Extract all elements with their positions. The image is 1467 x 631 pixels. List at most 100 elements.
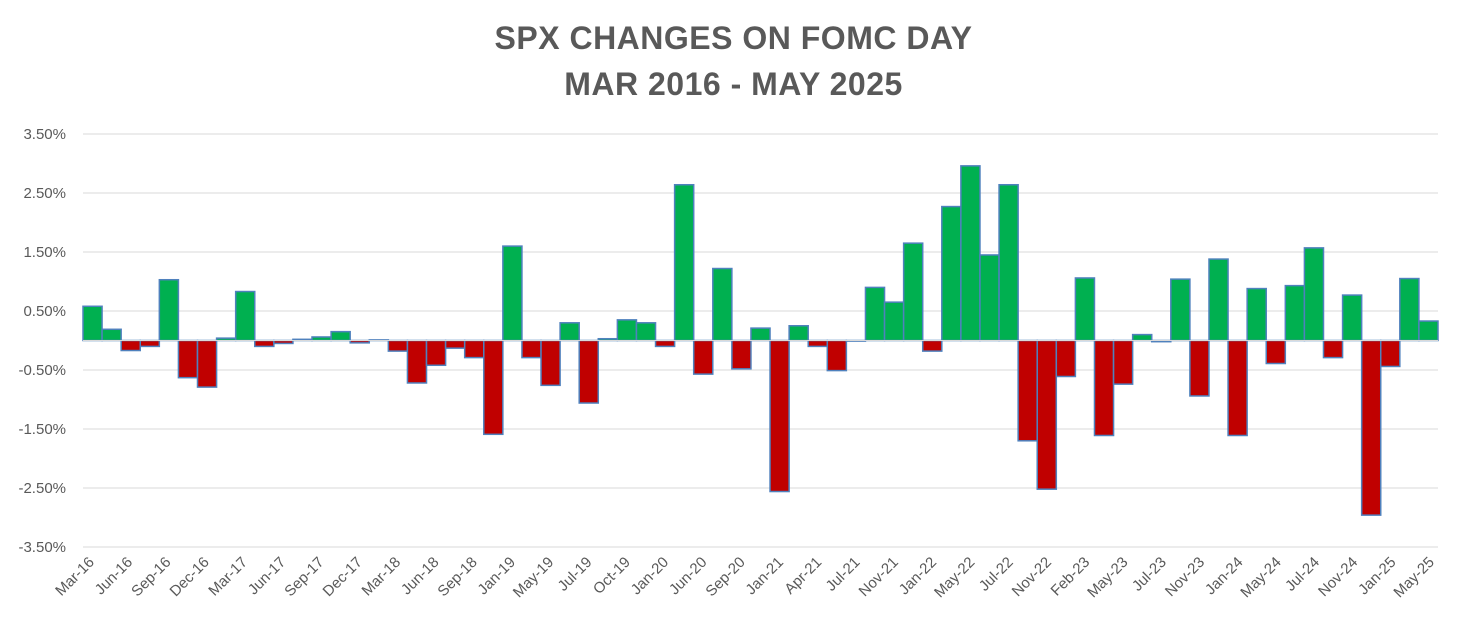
bar <box>1227 339 1248 437</box>
bar <box>692 339 714 375</box>
x-tick-label: Nov-21 <box>856 554 902 600</box>
y-tick-label: 1.50% <box>23 244 66 261</box>
bar <box>1208 258 1229 342</box>
bar <box>750 327 771 342</box>
bar <box>807 339 829 348</box>
x-tick-label: Jan-20 <box>628 554 672 598</box>
x-tick-label: Jun-18 <box>398 554 442 598</box>
bar <box>960 165 981 342</box>
x-tick-label: Jun-16 <box>92 554 136 598</box>
bar <box>673 183 695 342</box>
x-tick-label: Dec-16 <box>167 554 213 600</box>
bar <box>654 339 676 348</box>
y-tick-label: 3.50% <box>23 126 66 143</box>
y-tick-label: 2.50% <box>23 185 66 202</box>
bar <box>1303 247 1325 342</box>
bar <box>1036 339 1058 490</box>
bar <box>254 339 275 348</box>
bar <box>502 245 523 342</box>
bar <box>139 339 161 348</box>
x-tick-label: Mar-16 <box>52 554 98 600</box>
x-tick-label: Mar-18 <box>359 554 405 600</box>
bar <box>521 339 542 359</box>
bar <box>463 339 485 359</box>
bar <box>120 339 141 352</box>
bar <box>1399 277 1420 342</box>
bar <box>864 286 886 342</box>
x-tick-label: Jan-21 <box>742 554 786 598</box>
bar <box>578 339 600 404</box>
bar <box>902 242 924 342</box>
x-tick-label: Jun-17 <box>245 554 289 598</box>
bar <box>196 339 218 388</box>
x-tick-label: May-19 <box>510 554 557 601</box>
bar <box>1112 339 1134 385</box>
x-tick-label: Jul-19 <box>555 554 596 595</box>
chart-subtitle: MAR 2016 - MAY 2025 <box>564 66 903 102</box>
bar <box>387 339 409 352</box>
bar <box>979 254 1000 342</box>
bar <box>177 339 199 379</box>
bar <box>82 305 103 342</box>
y-tick-label: 0.50% <box>23 303 66 320</box>
bar <box>1055 339 1077 378</box>
bar <box>425 339 447 367</box>
x-tick-label: May-24 <box>1237 554 1284 601</box>
x-axis-tick-labels: Mar-16Jun-16Sep-16Dec-16Mar-17Jun-17Sep-… <box>52 554 1438 601</box>
bar <box>616 319 638 342</box>
bar <box>559 322 580 342</box>
bar <box>788 325 809 342</box>
bar <box>311 336 332 342</box>
x-tick-label: Dec-17 <box>320 554 366 600</box>
bar <box>330 330 351 342</box>
bar <box>1380 339 1401 368</box>
bar <box>1170 278 1191 342</box>
bar <box>406 339 428 384</box>
bar <box>941 205 962 342</box>
y-axis-tick-labels: 3.50% 2.50% 1.50% 0.50% -0.50% -1.50% -2.50% -3… <box>18 126 66 556</box>
bar <box>540 339 561 387</box>
x-tick-label: May-25 <box>1390 554 1437 601</box>
bar <box>483 339 504 436</box>
y-tick-label: -1.50% <box>18 421 66 438</box>
x-tick-label: Mar-17 <box>205 554 251 600</box>
bar <box>883 301 905 342</box>
bar <box>769 339 790 493</box>
bar <box>1322 339 1344 359</box>
bar <box>1360 339 1382 516</box>
bar <box>1017 339 1038 442</box>
y-tick-label: -0.50% <box>18 362 66 379</box>
x-tick-label: Nov-22 <box>1009 554 1055 600</box>
bar <box>998 183 1019 342</box>
bar <box>1189 339 1210 397</box>
y-tick-label: -2.50% <box>18 480 66 497</box>
bar <box>1284 284 1306 342</box>
x-tick-label: Jun-20 <box>666 554 710 598</box>
x-tick-label: Sep-20 <box>703 554 749 600</box>
x-tick-label: May-22 <box>931 554 978 601</box>
x-tick-label: Oct-19 <box>590 554 634 598</box>
bar <box>1246 287 1267 342</box>
bar <box>158 278 180 342</box>
bar <box>1074 277 1096 342</box>
bar <box>635 322 657 342</box>
bar <box>1265 339 1287 365</box>
x-tick-label: Nov-23 <box>1162 554 1208 600</box>
bar <box>101 328 122 342</box>
chart-title: SPX CHANGES ON FOMC DAY <box>494 20 973 56</box>
x-tick-label: Apr-21 <box>781 554 825 598</box>
bar <box>1131 333 1153 342</box>
bar <box>444 339 466 349</box>
x-tick-label: Sep-18 <box>435 554 481 600</box>
bar <box>234 290 256 342</box>
x-tick-label: May-23 <box>1084 554 1131 601</box>
x-tick-label: Sep-17 <box>281 554 327 600</box>
y-tick-label: -3.50% <box>18 539 66 556</box>
bar <box>921 339 943 352</box>
bar <box>731 339 752 370</box>
bar <box>712 267 733 342</box>
x-tick-label: Sep-16 <box>128 554 174 600</box>
bar <box>826 339 848 372</box>
bar <box>1418 320 1439 342</box>
